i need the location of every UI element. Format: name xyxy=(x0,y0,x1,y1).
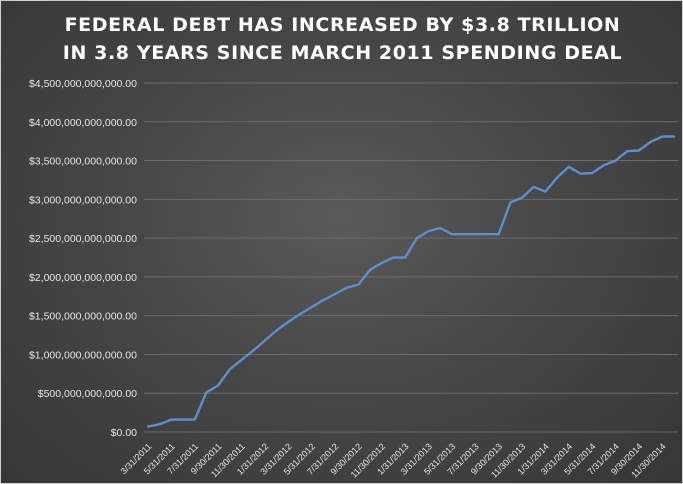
gridlines xyxy=(144,82,678,433)
chart-title-block: FEDERAL DEBT HAS INCREASED BY $3.8 TRILL… xyxy=(1,11,682,67)
y-tick-label: $0.00 xyxy=(111,427,137,439)
chart-subtitle: IN 3.8 YEARS SINCE MARCH 2011 SPENDING D… xyxy=(62,42,623,64)
y-tick-label: $3,500,000,000,000.00 xyxy=(29,156,137,168)
x-axis-tick-labels: 3/31/20115/31/20117/31/20119/30/201111/3… xyxy=(119,441,668,479)
y-axis-tick-labels: $0.00 $500,000,000,000.00 $1,000,000,000,0… xyxy=(29,78,137,439)
y-tick-label: $4,500,000,000,000.00 xyxy=(29,78,137,90)
debt-series-line xyxy=(146,135,676,428)
y-tick-label: $2,500,000,000,000.00 xyxy=(29,233,137,245)
y-tick-label: $4,000,000,000,000.00 xyxy=(29,117,137,129)
y-tick-label: $500,000,000,000.00 xyxy=(38,388,137,400)
series-layer xyxy=(146,135,676,428)
y-tick-label: $3,000,000,000,000.00 xyxy=(29,194,137,206)
chart-title: FEDERAL DEBT HAS INCREASED BY $3.8 TRILL… xyxy=(64,14,621,36)
y-tick-label: $1,500,000,000,000.00 xyxy=(29,311,137,323)
y-tick-label: $1,000,000,000,000.00 xyxy=(29,349,137,361)
y-tick-label: $2,000,000,000,000.00 xyxy=(29,272,137,284)
